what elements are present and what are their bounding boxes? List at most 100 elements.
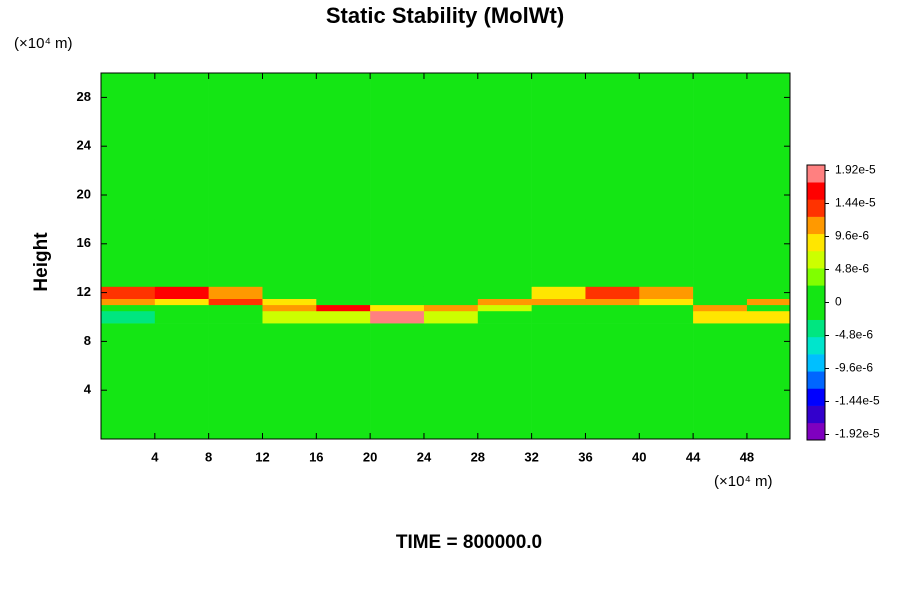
colorbar-band [807, 199, 825, 217]
y-tick-label: 12 [77, 284, 91, 299]
cell [531, 268, 586, 287]
x-tick-label: 44 [686, 449, 701, 464]
cell [531, 219, 586, 269]
y-tick-label: 8 [84, 333, 91, 348]
cell [154, 286, 209, 299]
cell [585, 304, 640, 312]
cell [693, 268, 748, 287]
cell [477, 73, 532, 220]
cell [316, 323, 371, 342]
x-tick-label: 36 [578, 449, 592, 464]
colorbar-label: 9.6e-6 [835, 229, 869, 243]
cell [262, 304, 317, 312]
cell [316, 298, 371, 306]
cell [423, 298, 479, 306]
cell [585, 286, 640, 299]
cell [101, 304, 156, 312]
colorbar-band [807, 182, 825, 200]
plot-frame [100, 72, 791, 440]
colorbar-band [807, 233, 825, 252]
colorbar-label: -1.44e-5 [835, 394, 880, 408]
cell [639, 286, 694, 299]
cell [693, 304, 748, 312]
cell [693, 298, 748, 306]
cell [639, 323, 694, 342]
cell [316, 73, 371, 220]
cell [370, 304, 425, 312]
x-tick-label: 32 [524, 449, 538, 464]
cell [262, 268, 317, 287]
colorbar-label: 1.44e-5 [835, 196, 876, 210]
cell [639, 73, 694, 220]
cell [101, 310, 156, 324]
cell [423, 310, 479, 324]
colorbar-band [807, 285, 825, 303]
chart-title: Static Stability (MolWt) [326, 3, 564, 28]
cell [101, 341, 156, 440]
y-tick-label: 24 [77, 138, 92, 153]
cell [585, 268, 640, 287]
cell [423, 304, 479, 312]
cell [531, 310, 586, 324]
cell [208, 323, 263, 342]
cell [154, 323, 209, 342]
cell [639, 268, 694, 287]
cell [370, 286, 425, 299]
cell [154, 310, 209, 324]
colorbar-label: -9.6e-6 [835, 361, 873, 375]
cell [693, 323, 748, 342]
cell [423, 286, 479, 299]
cell [262, 219, 317, 269]
cell [370, 219, 425, 269]
colorbar-band [807, 388, 825, 406]
cell [746, 310, 791, 324]
cell [477, 219, 532, 269]
x-tick-label: 20 [363, 449, 377, 464]
cell [154, 73, 209, 220]
colorbar-band [807, 422, 825, 441]
cell [262, 298, 317, 306]
colorbar-label: -4.8e-6 [835, 328, 873, 342]
cell [639, 298, 694, 306]
cell [208, 341, 263, 440]
cell [154, 298, 209, 306]
cell [585, 341, 640, 440]
cell [585, 310, 640, 324]
cell [262, 73, 317, 220]
cell [693, 73, 748, 220]
cell [208, 73, 263, 220]
colorbar-band [807, 354, 825, 372]
y-tick-label: 28 [77, 89, 91, 104]
cell [585, 323, 640, 342]
cell [477, 268, 532, 287]
x-tick-label: 16 [309, 449, 323, 464]
cell [531, 286, 586, 299]
cell [370, 298, 425, 306]
cell [585, 219, 640, 269]
cell [316, 219, 371, 269]
cell [154, 268, 209, 287]
cell [585, 73, 640, 220]
cell [693, 219, 748, 269]
cell [316, 304, 371, 312]
x-tick-label: 24 [417, 449, 432, 464]
cell [639, 304, 694, 312]
cell [477, 286, 532, 299]
cell [531, 298, 586, 306]
cell [477, 323, 532, 342]
cell [746, 286, 791, 299]
x-unit: (×10⁴ m) [714, 473, 773, 490]
cell [477, 310, 532, 324]
cell [639, 219, 694, 269]
colorbar-band [807, 319, 825, 338]
colorbar-band [807, 405, 825, 424]
footer: TIME = 800000.0 [396, 532, 542, 553]
cell [693, 310, 748, 324]
cell [101, 298, 156, 306]
cell [370, 73, 425, 220]
cell [316, 268, 371, 287]
cell [101, 268, 156, 287]
colorbar-band [807, 165, 825, 183]
cell [477, 298, 532, 306]
cell [477, 341, 532, 440]
